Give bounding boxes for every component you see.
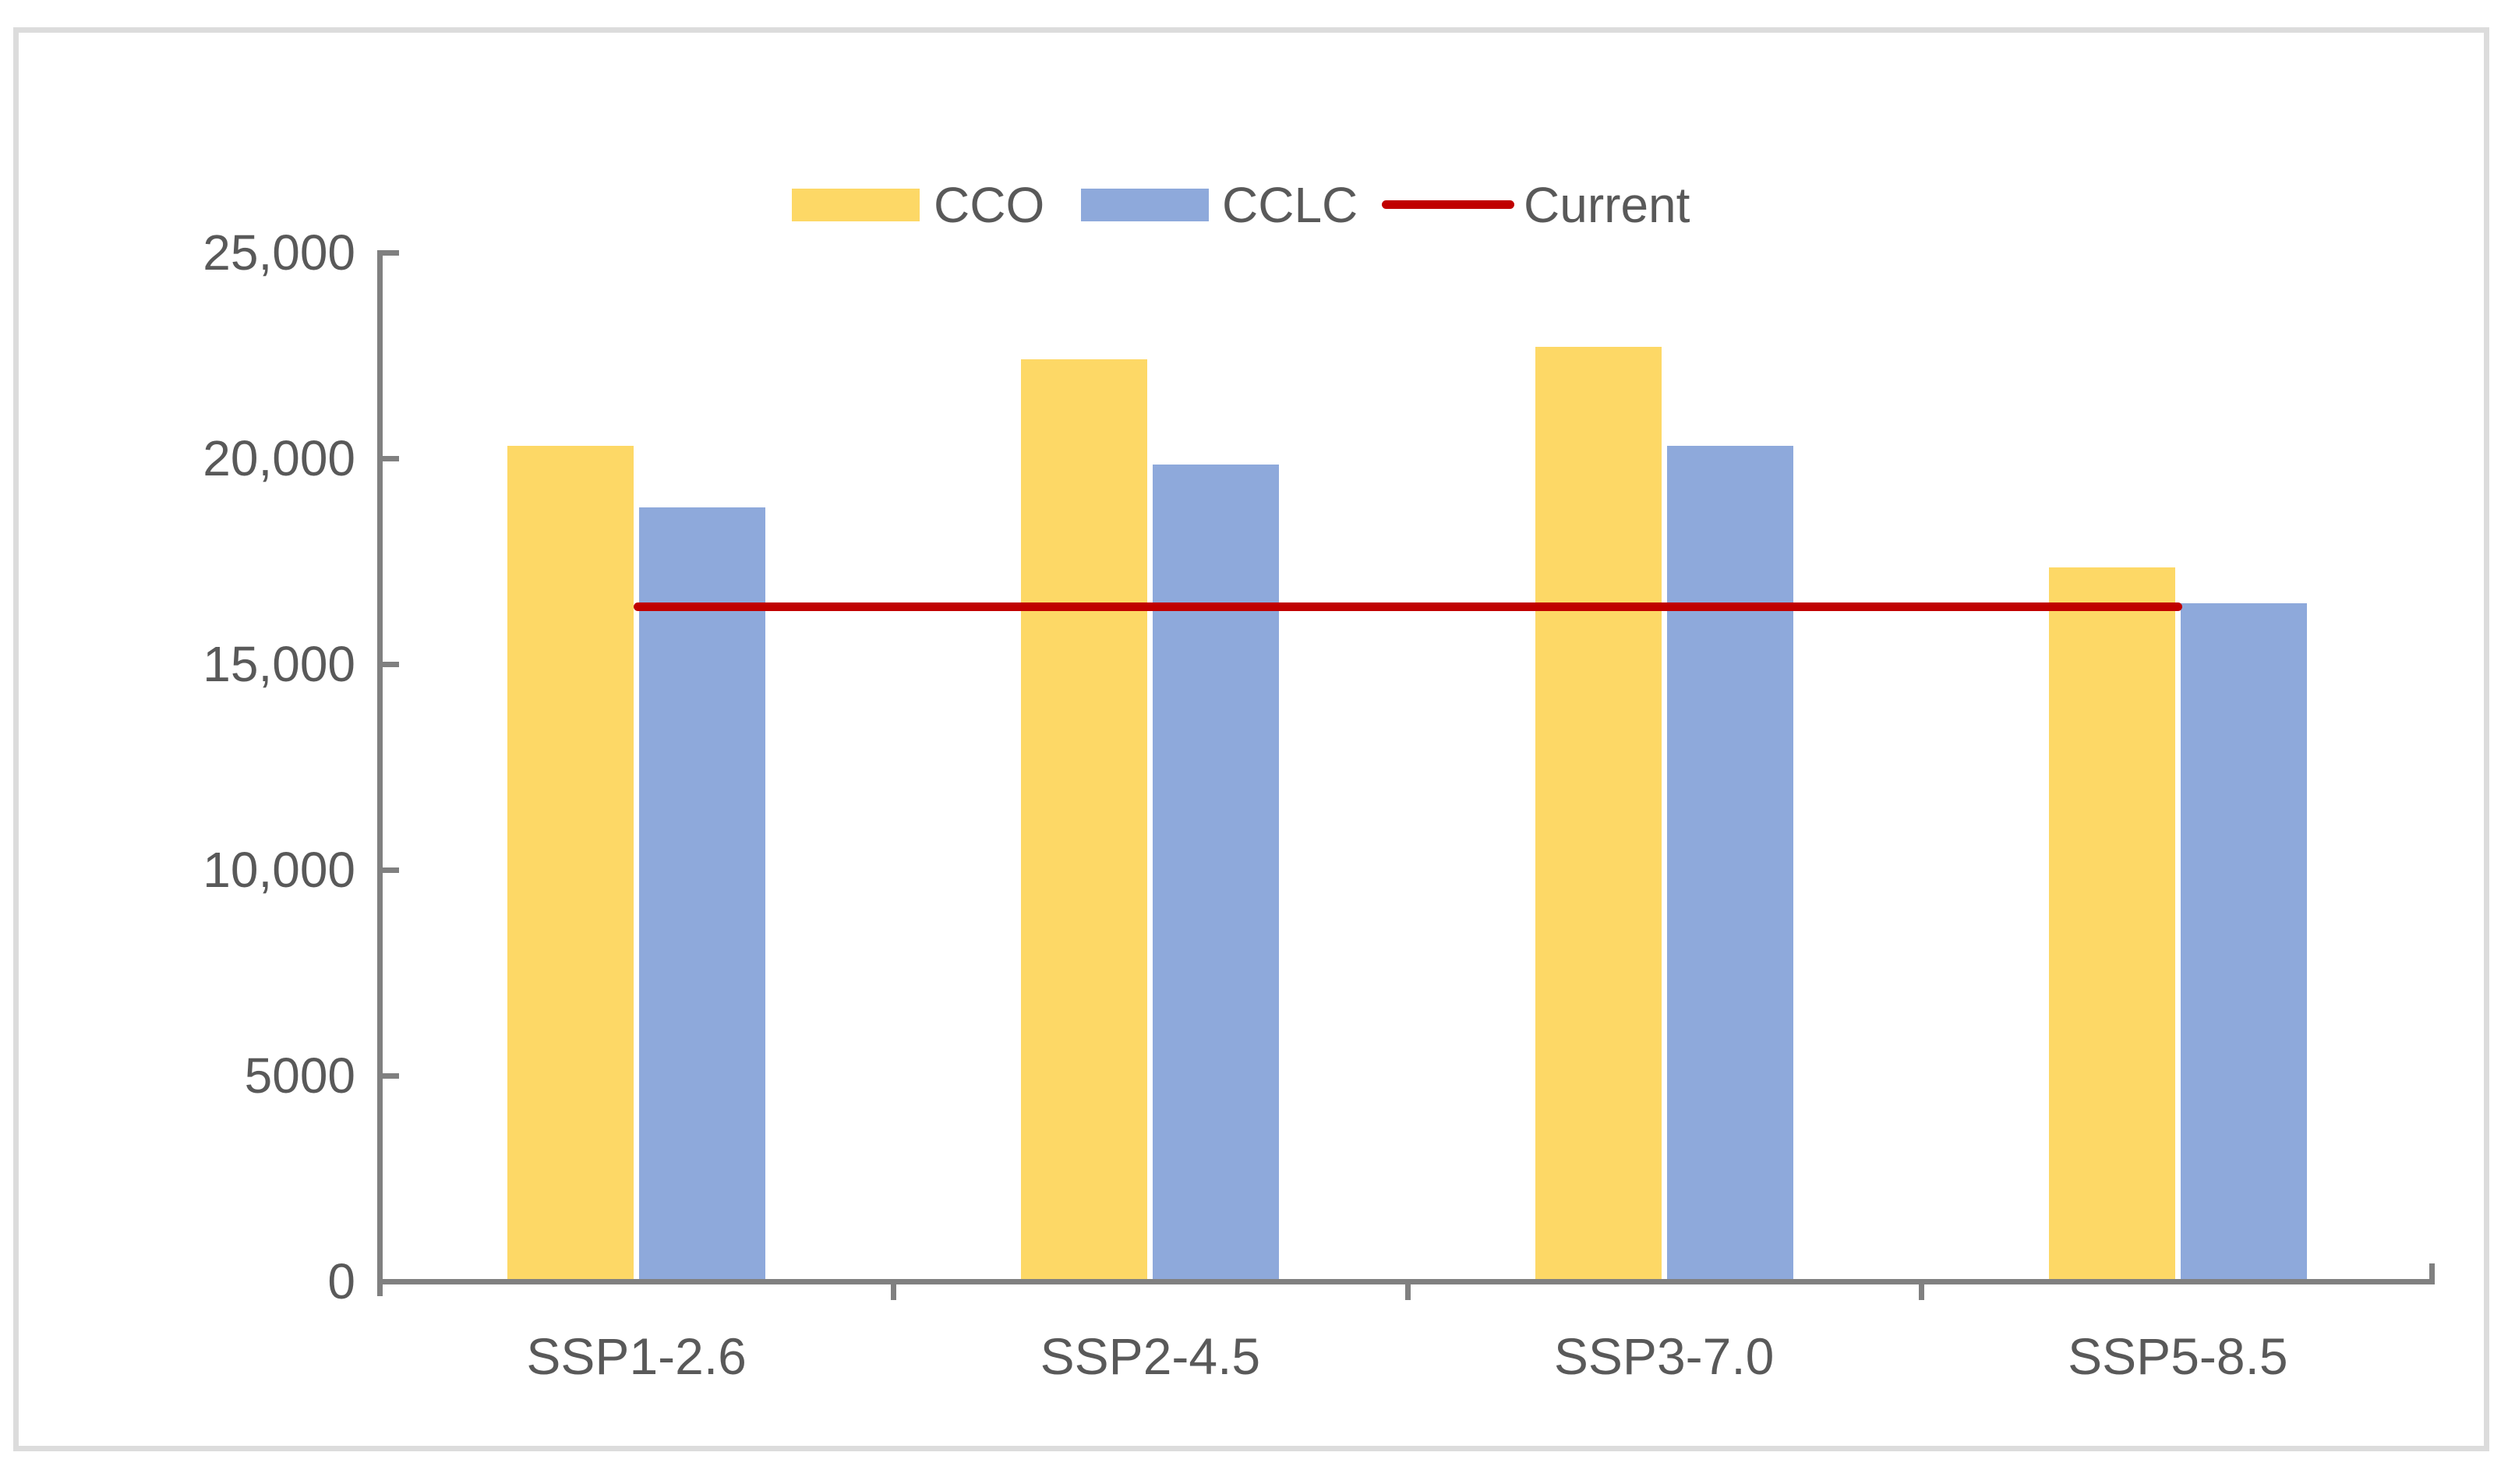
legend-swatch-cco [792,189,920,221]
bar-cclc-ssp5-8-5 [2180,602,2307,1279]
y-tick [377,456,399,461]
chart-border [13,27,2489,1451]
x-axis-line [377,1279,2435,1284]
y-tick-label-0: 0 [327,1253,355,1309]
x-axis-label-ssp1-2-6: SSP1-2.6 [526,1327,747,1385]
bar-cco-ssp2-4-5 [1021,359,1148,1279]
x-axis-label-ssp5-8-5: SSP5-8.5 [2068,1327,2288,1385]
bar-cclc-ssp3-7-0 [1666,446,1793,1279]
bar-cclc-ssp1-2-6 [639,507,766,1279]
bar-cco-ssp1-2-6 [507,446,634,1279]
bar-cclc-ssp2-4-5 [1153,464,1280,1279]
legend-label-current: Current [1524,177,1690,233]
bar-cco-ssp3-7-0 [1535,347,1662,1279]
y-tick-label-15-000: 15,000 [203,636,355,692]
x-axis-label-ssp3-7-0: SSP3-7.0 [1553,1327,1775,1385]
legend-label-cco: CCO [934,177,1045,233]
x-tick [1918,1284,1924,1300]
y-tick-label-20-000: 20,000 [203,430,355,486]
legend-current-line-icon [1382,200,1514,209]
x-tick [1404,1284,1411,1300]
y-tick-label-25-000: 25,000 [203,224,355,281]
x-tick [891,1284,897,1300]
x-axis-end-tick [2429,1263,2435,1279]
x-axis-label-ssp2-4-5: SSP2-4.5 [1040,1327,1261,1385]
legend-swatch-cclc [1081,189,1209,221]
y-tick [377,867,399,873]
current-reference-line [634,602,2182,611]
legend-label-cclc: CCLC [1222,177,1358,233]
y-tick [377,250,399,256]
y-tick-label-5000: 5000 [244,1048,355,1104]
y-tick [377,1073,399,1079]
y-tick [377,662,399,667]
bar-cco-ssp5-8-5 [2048,567,2175,1279]
y-axis-line [377,251,383,1296]
y-tick-label-10-000: 10,000 [203,842,355,898]
